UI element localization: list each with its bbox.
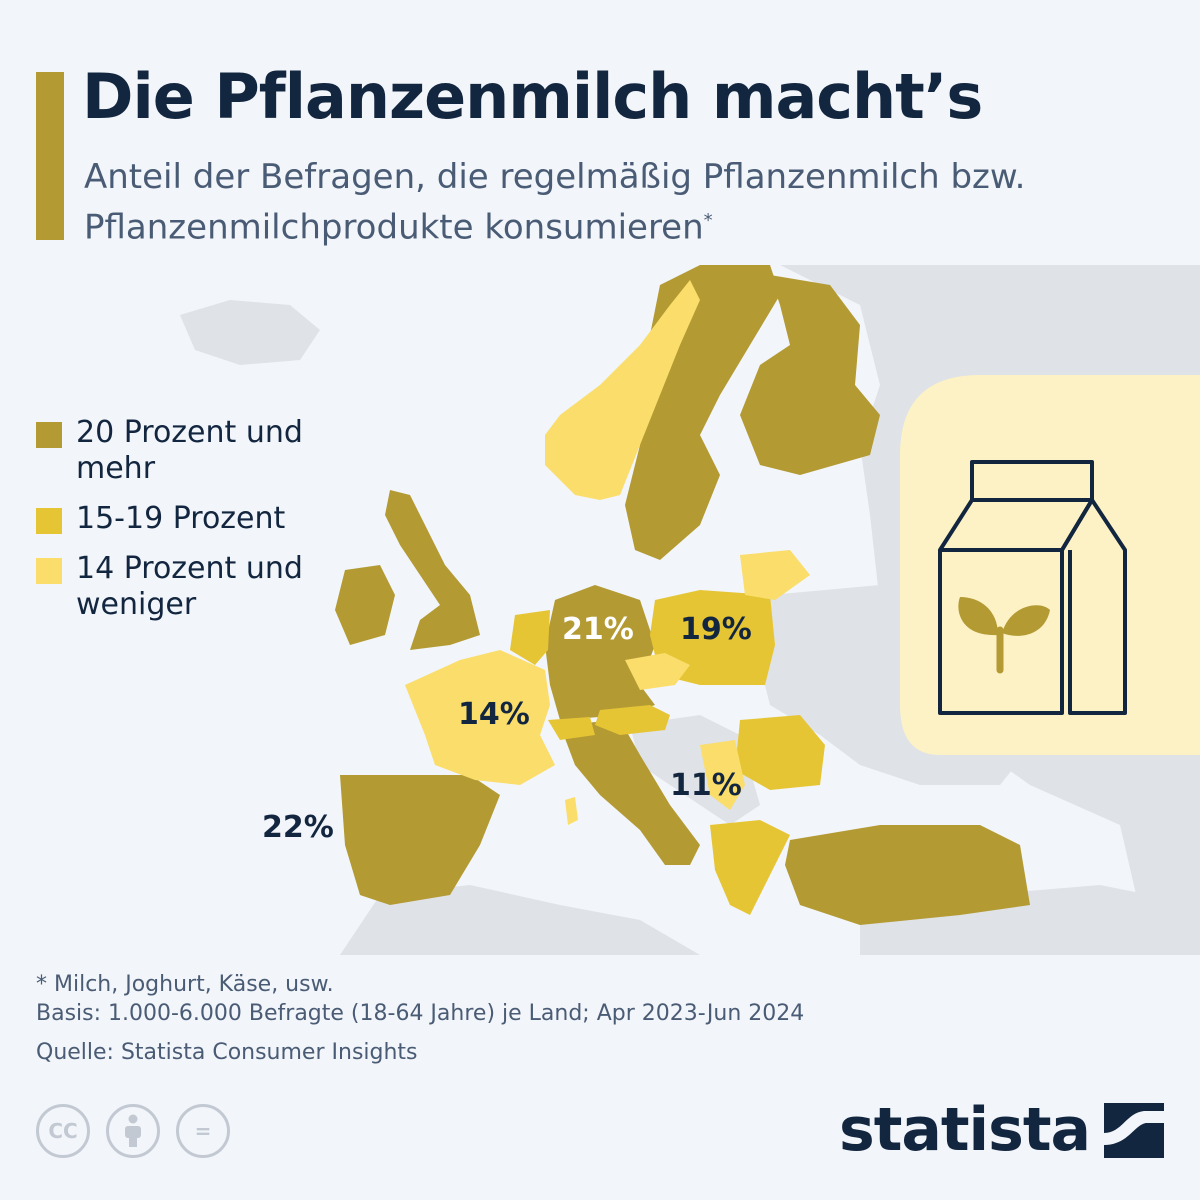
serbia-value-label: 11%: [670, 768, 742, 803]
ireland-shape: [335, 565, 395, 645]
corsica-shape: [565, 797, 578, 825]
legend-label-low: 14 Prozent und weniger: [76, 551, 303, 622]
carton-side: [1060, 498, 1127, 715]
milk-carton-icon: [900, 375, 1200, 755]
spain-value-label: 22%: [262, 810, 334, 845]
north-africa-shape: [340, 885, 700, 955]
page-subtitle: Anteil der Befragen, die regelmäßig Pfla…: [84, 156, 1084, 249]
sprout-icon: [958, 597, 1050, 674]
cc-icon[interactable]: CC: [36, 1104, 90, 1158]
statista-logo-icon: [1104, 1102, 1164, 1158]
czechia-shape: [625, 653, 690, 690]
switzerland-shape: [548, 717, 595, 740]
serbia-shape: [700, 740, 745, 810]
austria-shape: [595, 705, 670, 735]
title-accent-bar: [36, 72, 64, 240]
france-shape: [405, 650, 555, 785]
iceland-shape: [180, 300, 320, 365]
legend-swatch-low: [36, 558, 62, 584]
germany-shape: [545, 585, 655, 720]
legend-swatch-high: [36, 422, 62, 448]
icon-halo-shape: [900, 375, 1200, 755]
netherlands-belgium-shape: [510, 610, 550, 665]
legend-item-low: 14 Prozent und weniger: [36, 551, 336, 623]
subtitle-footnote-marker: *: [703, 210, 713, 231]
romania-shape: [735, 715, 825, 790]
footnote: * Milch, Joghurt, Käse, usw.: [36, 972, 334, 997]
source-line[interactable]: Quelle: Statista Consumer Insights: [36, 1040, 418, 1065]
license-icons: CC =: [36, 1104, 230, 1158]
italy-shape: [560, 720, 700, 865]
low-share-countries: [405, 280, 810, 825]
turkey-shape: [785, 825, 1030, 925]
carton-body: [938, 550, 1064, 715]
uk-shape: [385, 490, 480, 650]
survey-basis: Basis: 1.000-6.000 Befragte (18-64 Jahre…: [36, 1001, 805, 1026]
page-title: Die Pflanzenmilch macht’s: [82, 60, 983, 133]
person-glyph: [125, 1114, 141, 1147]
statista-logo[interactable]: statista: [839, 1095, 1164, 1165]
statista-logo-text: statista: [838, 1095, 1091, 1165]
finland-shape: [740, 275, 880, 475]
legend-item-mid: 15-19 Prozent: [36, 501, 336, 537]
lithuania-latvia-shape: [740, 550, 810, 600]
france-value-label: 14%: [458, 697, 530, 732]
no-derivatives-icon[interactable]: =: [176, 1104, 230, 1158]
norway-shape: [545, 280, 700, 500]
legend-swatch-mid: [36, 508, 62, 534]
greece-shape: [710, 820, 790, 915]
spain-shape: [340, 775, 500, 905]
subtitle-text: Anteil der Befragen, die regelmäßig Pfla…: [84, 157, 1026, 248]
germany-value-label: 21%: [562, 612, 634, 647]
high-share-countries: [335, 265, 1030, 925]
legend-label-mid: 15-19 Prozent: [76, 501, 286, 536]
legend-item-high: 20 Prozent und mehr: [36, 415, 336, 487]
poland-value-label: 19%: [680, 612, 752, 647]
legend-label-high: 20 Prozent und mehr: [76, 415, 303, 486]
map-legend: 20 Prozent und mehr 15-19 Prozent 14 Pro…: [36, 415, 336, 637]
attribution-icon[interactable]: [106, 1104, 160, 1158]
